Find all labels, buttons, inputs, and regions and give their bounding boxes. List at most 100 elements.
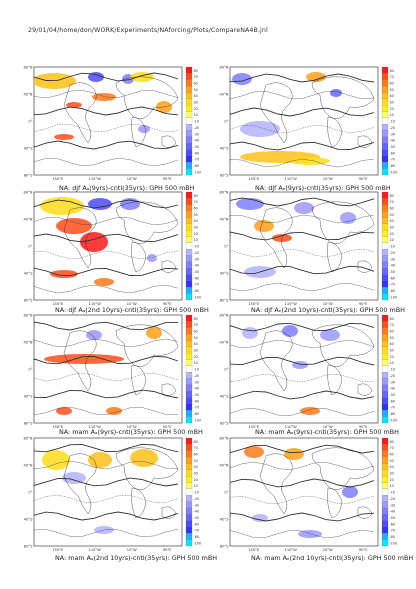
colorbar-label: 20 — [390, 355, 394, 359]
colorbar-label: 70 — [390, 75, 394, 79]
lon-tick-label: 90°E — [163, 425, 172, 429]
colorbar-label: -10 — [390, 491, 396, 495]
colorbar-swatch — [381, 92, 389, 99]
lon-tick-label: 150°E — [52, 425, 64, 429]
lat-tick-label: 80°S — [24, 298, 33, 302]
colorbar-label: 40 — [194, 342, 198, 346]
lon-tick-label: 110°W — [285, 177, 298, 181]
colorbar-label: 70 — [390, 323, 394, 327]
colorbar-swatch — [185, 255, 193, 262]
contour-line — [230, 373, 375, 383]
coastline — [115, 324, 179, 367]
colorbar-label: -60 — [390, 522, 396, 526]
colorbar-label: -100 — [390, 170, 398, 174]
lat-tick-label: 40°N — [219, 92, 228, 96]
colorbar-swatch — [185, 168, 193, 176]
map-svg: 80°N 40°N 0° 40°S 80°S 150°E 110°W 10°W 90°E 80 70… — [219, 313, 397, 429]
contour-line — [230, 197, 375, 207]
lon-tick-label: 90°E — [163, 177, 172, 181]
colorbar-label: 30 — [390, 472, 394, 476]
contour-line — [34, 477, 179, 487]
panel-caption: NA: djf Aₑ(9yrs)-cntl(35yrs): GPH 500 mB… — [255, 184, 391, 192]
colorbar-swatch — [381, 280, 389, 288]
colorbar-swatch — [185, 149, 193, 157]
anomaly-region — [284, 448, 304, 460]
coastline — [327, 116, 343, 148]
lon-tick-label: 110°W — [89, 548, 102, 552]
colorbar-label: 50 — [194, 88, 198, 92]
lon-tick-label: 110°W — [285, 425, 298, 429]
colorbar-swatch — [381, 321, 389, 328]
colorbar-swatch — [185, 333, 193, 341]
colorbar-swatch — [185, 353, 193, 360]
coastline — [131, 116, 147, 148]
colorbar-swatch — [381, 130, 389, 137]
lat-tick-label: 40°S — [24, 146, 33, 150]
colorbar-swatch — [185, 533, 193, 540]
colorbar-label: -50 — [390, 393, 396, 397]
colorbar-swatch — [185, 79, 193, 87]
colorbar-swatch — [185, 111, 193, 118]
colorbar-swatch — [185, 372, 193, 379]
colorbar-swatch — [185, 495, 193, 502]
colorbar-label: -20 — [194, 374, 200, 378]
colorbar-label: 30 — [194, 101, 198, 105]
coastline — [161, 383, 177, 396]
lon-tick-label: 90°E — [359, 548, 368, 552]
lon-tick-label: 150°E — [248, 302, 260, 306]
map-panel: 80°N 40°N 0° 40°S 80°S 150°E 110°W 10°W 90°E 80 70… — [18, 63, 214, 193]
coastline — [161, 260, 177, 273]
map-panel: 80°N 40°N 0° 40°S 80°S 150°E 110°W 10°W 90°E 80 70… — [18, 434, 214, 564]
colorbar-label: 60 — [390, 329, 394, 333]
colorbar-label: -50 — [194, 393, 200, 397]
colorbar-swatch — [381, 359, 389, 366]
map-panel: 80°N 40°N 0° 40°S 80°S 150°E 110°W 10°W 90°E 80 70… — [18, 188, 214, 318]
colorbar-swatch — [185, 293, 193, 301]
colorbar-swatch — [381, 66, 389, 74]
panel-caption: NA: mam Aₐ(9yrs)-cntl(35yrs): GPH 500 mB… — [59, 428, 203, 436]
lon-tick-label: 150°E — [52, 177, 64, 181]
coastline — [131, 241, 147, 273]
colorbar-label: 10 — [194, 361, 198, 365]
colorbar-swatch — [381, 403, 389, 411]
colorbar-label: -80 — [194, 535, 200, 539]
contour-line — [34, 389, 179, 399]
colorbar-swatch — [185, 488, 193, 496]
contour-line — [34, 140, 179, 150]
colorbar-label: -20 — [194, 126, 200, 130]
anomaly-region — [34, 73, 76, 89]
anomaly-region — [146, 327, 162, 339]
colorbar-label: -10 — [390, 368, 396, 372]
colorbar-swatch — [381, 444, 389, 451]
coastline — [259, 453, 293, 515]
colorbar-swatch — [185, 124, 193, 131]
colorbar-swatch — [185, 274, 193, 282]
anomaly-region — [282, 325, 298, 337]
colorbar-swatch — [381, 514, 389, 521]
lat-tick-label: 40°N — [23, 92, 32, 96]
contour-line — [34, 494, 179, 503]
colorbar-label: 80 — [390, 440, 394, 444]
colorbar-swatch — [381, 124, 389, 131]
colorbar-label: -100 — [194, 418, 202, 422]
coastline — [63, 330, 97, 392]
coastline — [311, 324, 375, 367]
colorbar-swatch — [381, 495, 389, 502]
colorbar-label: -40 — [390, 139, 396, 143]
colorbar-label: 50 — [390, 336, 394, 340]
colorbar-swatch — [185, 136, 193, 144]
panel-caption: NA: djf Aₑ(2nd 10yrs)-cntl(35yrs): GPH 5… — [251, 306, 405, 314]
colorbar-label: 10 — [194, 113, 198, 117]
map-panel: 80°N 40°N 0° 40°S 80°S 150°E 110°W 10°W 90°E 80 70… — [214, 63, 410, 193]
coastline — [131, 487, 147, 519]
colorbar-swatch — [381, 340, 389, 347]
colorbar-label: 20 — [390, 232, 394, 236]
colorbar-label: 40 — [390, 465, 394, 469]
colorbar-swatch — [185, 384, 193, 392]
lon-tick-label: 10°W — [323, 177, 333, 181]
anomaly-region — [92, 93, 116, 101]
colorbar-label: 10 — [194, 484, 198, 488]
colorbar-label: -80 — [390, 535, 396, 539]
colorbar-swatch — [381, 210, 389, 218]
colorbar-label: 70 — [194, 323, 198, 327]
